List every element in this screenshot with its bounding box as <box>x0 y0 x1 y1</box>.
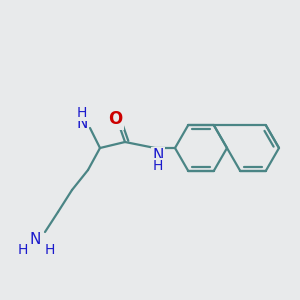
Text: N: N <box>29 232 41 247</box>
Text: O: O <box>108 110 122 128</box>
Text: H: H <box>18 243 28 257</box>
Text: H: H <box>45 243 55 257</box>
Text: N: N <box>76 116 88 130</box>
Text: H: H <box>77 106 87 120</box>
Text: N: N <box>152 148 164 164</box>
Text: H: H <box>153 159 163 173</box>
